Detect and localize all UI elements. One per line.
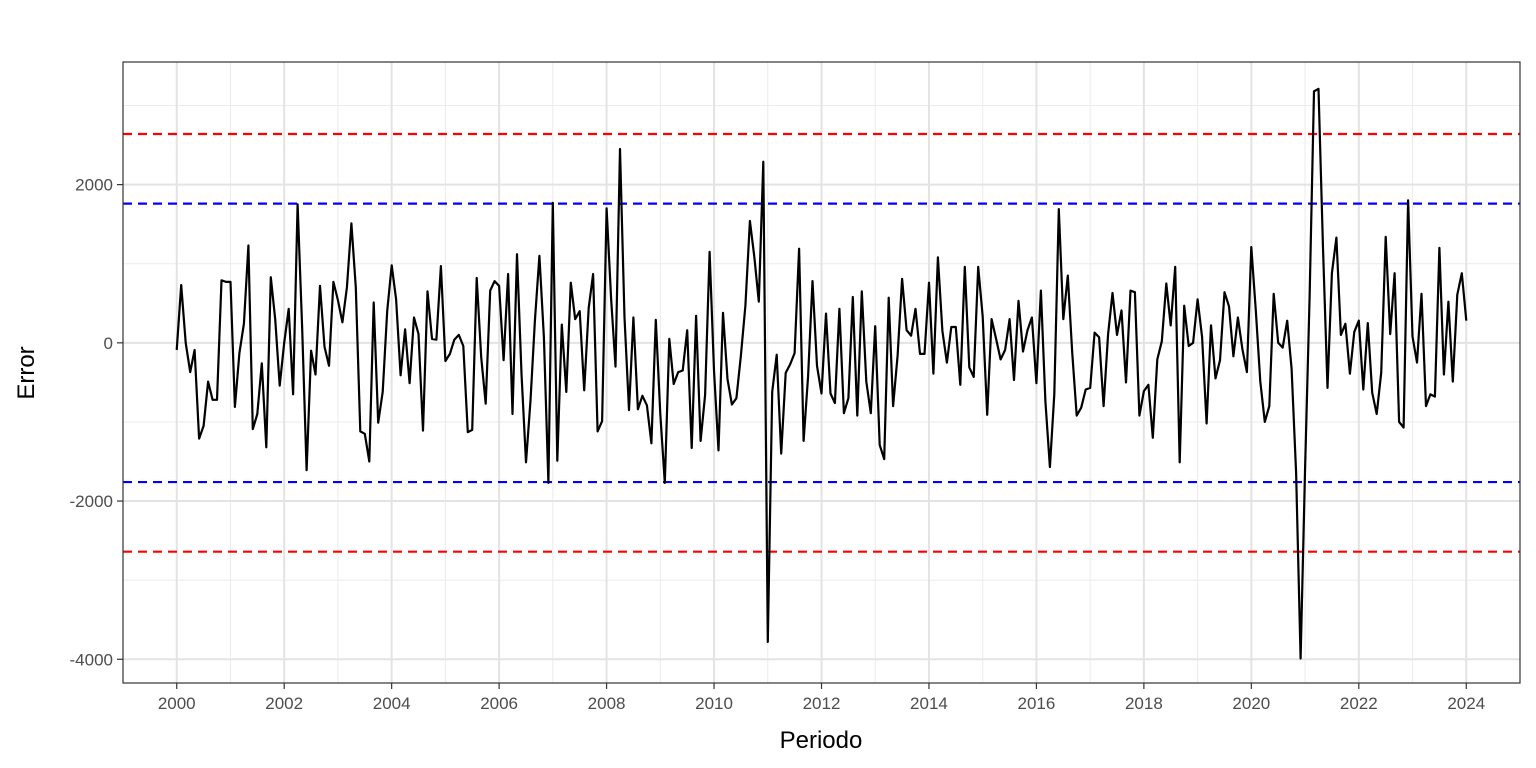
- major-gridlines: [123, 62, 1520, 683]
- x-tick-label: 2006: [480, 694, 518, 713]
- y-tick-label: 2000: [75, 176, 113, 195]
- x-tick-label: 2010: [695, 694, 733, 713]
- series-line-error: [175, 87, 1468, 660]
- x-tick-label: 2024: [1447, 694, 1485, 713]
- reference-lines: [123, 132, 1520, 553]
- x-tick-label: 2008: [588, 694, 626, 713]
- series-layer: [175, 87, 1468, 660]
- y-tick-label: -4000: [70, 650, 113, 669]
- x-tick-label: 2018: [1125, 694, 1163, 713]
- y-tick-label: -2000: [70, 492, 113, 511]
- x-tick-label: 2022: [1340, 694, 1378, 713]
- x-tick-label: 2016: [1018, 694, 1056, 713]
- x-tick-label: 2014: [910, 694, 948, 713]
- x-tick-label: 2004: [373, 694, 411, 713]
- x-tick-label: 2020: [1232, 694, 1270, 713]
- x-tick-label: 2012: [803, 694, 841, 713]
- y-tick-label: 0: [104, 334, 113, 353]
- x-axis: 2000 2002 2004 2006 2008 2010 2012 2014 2016 2018…: [158, 683, 1485, 713]
- y-axis-title: Error: [13, 346, 40, 399]
- x-axis-title: Periodo: [780, 727, 863, 754]
- x-tick-label: 2002: [265, 694, 303, 713]
- y-axis: -4000 -2000 0 2000: [70, 176, 123, 669]
- x-tick-label: 2000: [158, 694, 196, 713]
